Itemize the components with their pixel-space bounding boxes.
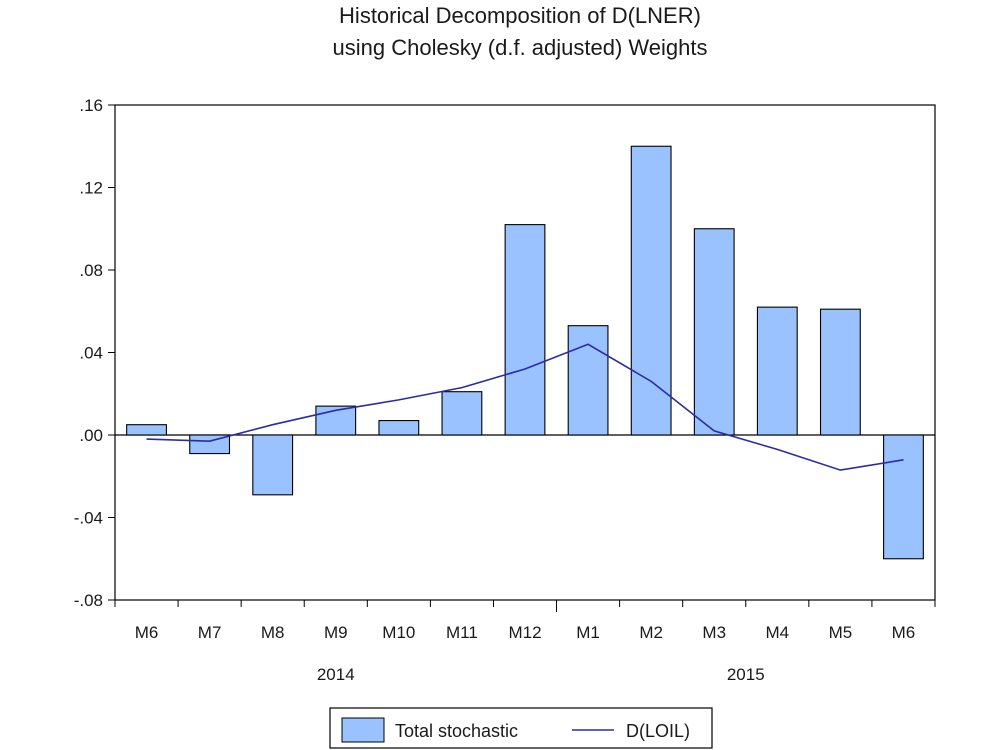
plot-frame [114,104,936,601]
y-tick-label: .04 [79,344,103,363]
x-tick-label: M3 [702,623,726,642]
bar [504,224,546,436]
bar [378,420,420,436]
x-tick-label: M12 [508,623,541,642]
bar [441,391,483,436]
bar-series [126,145,924,560]
line-path [146,343,904,471]
x-tick-label: M11 [446,623,478,642]
year-labels: 2014 2015 [317,665,765,684]
x-tick-label: M6 [892,623,916,642]
bar [693,228,735,436]
x-tick-label: M5 [829,623,853,642]
bar [126,424,167,436]
legend-bar-swatch [341,717,385,743]
y-axis: .16 .12 .08 .04 .00 -.04 -.08 [74,96,115,610]
bar [567,325,609,436]
year-label: 2014 [317,665,355,684]
bar [756,306,798,436]
line-series [146,343,904,471]
legend: Total stochastic D(LOIL) [329,707,713,749]
chart-title-line-2: using Cholesky (d.f. adjusted) Weights [333,35,708,60]
legend-label-d-loil: D(LOIL) [626,721,690,741]
bar [189,434,231,455]
x-tick-label: M9 [324,623,348,642]
x-tick-label: M10 [382,623,415,642]
x-tick-label: M2 [639,623,663,642]
x-tick-label: M4 [765,623,789,642]
bar [883,434,924,560]
y-tick-label: .00 [79,426,103,445]
y-tick-label: -.08 [74,591,103,610]
legend-box [329,707,713,749]
x-tick-label: M6 [135,623,159,642]
bar [252,434,294,496]
bar [630,145,672,436]
bar [819,308,861,436]
y-tick-label: .08 [79,261,103,280]
y-tick-label: .16 [79,96,103,115]
legend-label-total-stochastic: Total stochastic [395,721,518,741]
x-tick-label: M1 [576,623,600,642]
chart-title-line-1: Historical Decomposition of D(LNER) [339,3,701,28]
y-tick-label: -.04 [74,509,103,528]
x-axis: M6 M7 M8 M9 M10 M11 M12 M1 M2 M3 M4 M5 M6 [114,600,936,642]
x-tick-label: M8 [261,623,285,642]
year-label: 2015 [727,665,765,684]
x-tick-label: M7 [198,623,222,642]
y-tick-label: .12 [79,179,103,198]
